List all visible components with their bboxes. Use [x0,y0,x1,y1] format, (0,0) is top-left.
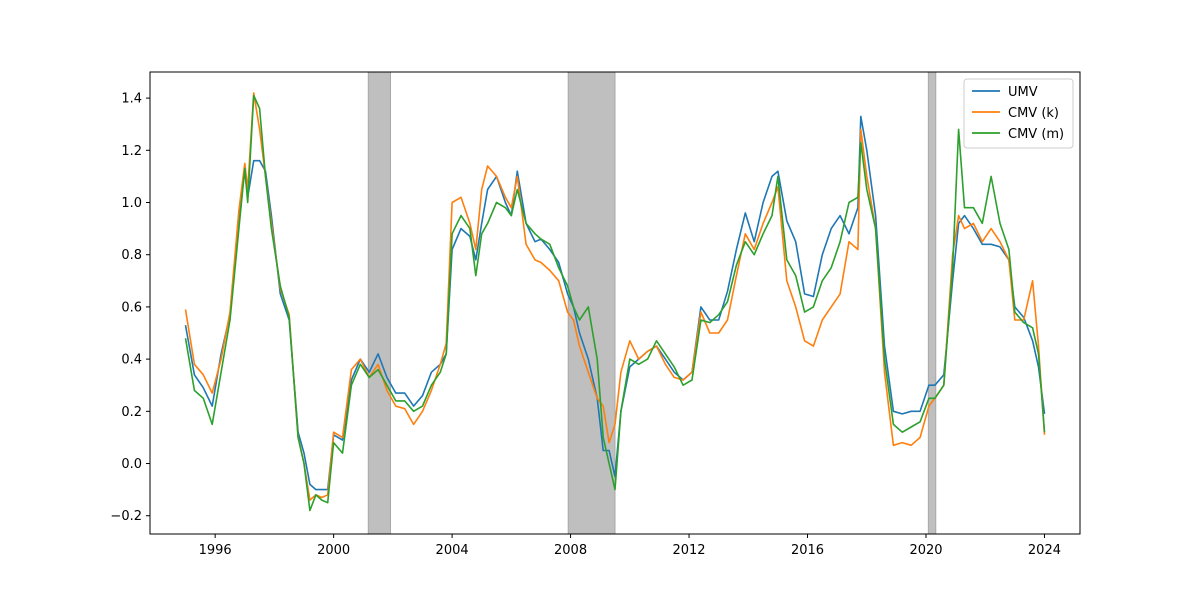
y-tick-label: 0.6 [121,300,142,315]
legend-label: CMV (m) [1008,127,1064,142]
y-tick-label: 1.0 [121,196,142,211]
recession-band [927,71,937,535]
x-tick-label: 2008 [554,543,587,558]
y-tick-label: 0.8 [121,248,142,263]
series-line-umv [184,115,1046,491]
x-tick-label: 1996 [199,543,232,558]
recession-band [367,71,391,535]
legend-box [963,78,1074,149]
y-tick-label: 0.0 [121,457,142,472]
x-tick-label: 2016 [791,543,824,558]
legend: UMV CMV (k) CMV (m) [963,78,1074,149]
x-tick-label: 2004 [436,543,469,558]
legend-label: UMV [1008,85,1038,100]
x-tick-label: 2000 [317,543,350,558]
x-tick-label: 2020 [909,543,942,558]
x-axis: 1996 2000 2004 2008 2012 2016 2020 2024 [199,534,1061,558]
y-axis: −0.2 0.0 0.2 0.4 0.6 0.8 1.0 1.2 1.4 [110,92,150,524]
series-line-cmv-m [184,94,1046,512]
y-tick-label: 0.4 [121,353,142,368]
recession-shading [367,71,937,535]
y-tick-label: −0.2 [110,509,142,524]
plot-frame [149,71,1081,535]
x-tick-label: 2012 [672,543,705,558]
y-tick-label: 0.2 [121,405,142,420]
legend-label: CMV (k) [1008,106,1059,121]
x-tick-label: 2024 [1028,543,1061,558]
y-tick-label: 1.2 [121,144,142,159]
recession-band [567,71,616,535]
y-tick-label: 1.4 [121,92,142,107]
series-lines [184,92,1046,512]
